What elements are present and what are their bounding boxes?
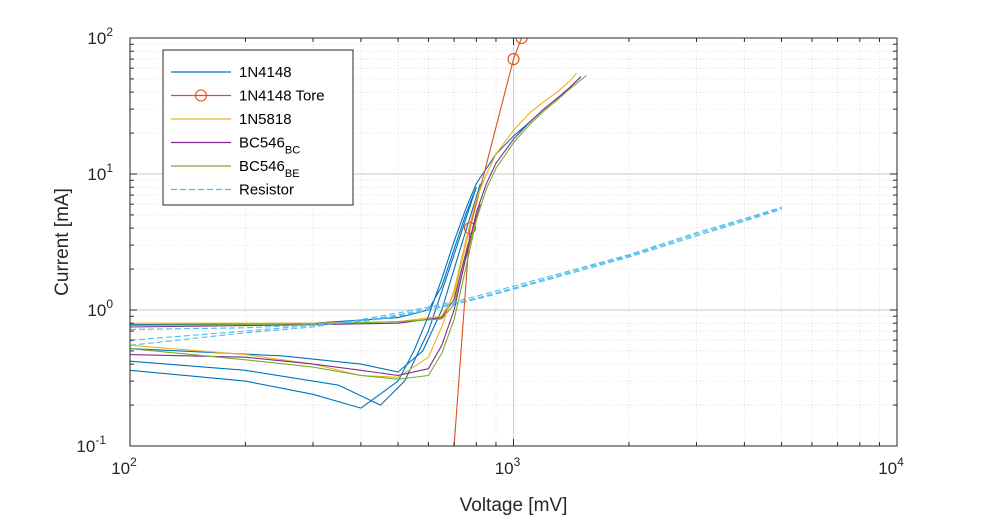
y-tick-base: 10 <box>87 301 106 320</box>
legend-label: Resistor <box>239 182 294 199</box>
y-tick-exponent: 1 <box>106 161 113 175</box>
y-tick-exponent: -1 <box>95 433 106 447</box>
y-tick-label: 10-1 <box>76 433 106 456</box>
series-marker <box>515 38 528 45</box>
legend-label-main: BC546 <box>239 158 285 175</box>
y-tick-label: 101 <box>87 161 113 184</box>
y-tick-label: 102 <box>87 25 113 48</box>
trace-line-2 <box>130 183 481 373</box>
legend-label-main: 1N5818 <box>239 111 292 128</box>
series-line-1n4148-tore <box>453 38 523 446</box>
x-tick-base: 10 <box>495 459 514 478</box>
legend-label: BC546BC <box>239 135 300 157</box>
y-tick-exponent: 2 <box>106 25 113 39</box>
y-axis-title: Current [mA] <box>52 188 73 296</box>
x-tick-exponent: 4 <box>897 455 904 469</box>
x-axis-title: Voltage [mV] <box>460 495 568 516</box>
y-tick-label: 100 <box>87 297 113 320</box>
x-tick-base: 10 <box>878 459 897 478</box>
trace-line-6 <box>130 208 782 330</box>
x-tick-label: 103 <box>495 455 521 478</box>
axis-ticks <box>129 37 898 447</box>
trace-line-3 <box>130 199 477 324</box>
legend-label: 1N4148 <box>239 64 292 81</box>
x-tick-label: 102 <box>111 455 137 478</box>
legend-marker <box>194 89 208 102</box>
legend-box <box>162 49 354 206</box>
y-tick-base: 10 <box>76 437 95 456</box>
legend-label-main: 1N4148 Tore <box>239 88 325 105</box>
x-tick-label: 104 <box>878 455 904 478</box>
trace-line-7 <box>130 206 782 346</box>
legend-label-main: BC546 <box>239 135 285 152</box>
legend-label-subscript: BE <box>285 168 300 180</box>
legend-label-subscript: BC <box>285 145 300 157</box>
legend-label: BC546BE <box>239 158 300 180</box>
series-line-resistor <box>130 207 782 341</box>
legend-label-main: 1N4148 <box>239 64 292 81</box>
legend-label: 1N4148 Tore <box>239 88 325 105</box>
series-line-bc546-be <box>130 75 587 380</box>
series-marker <box>507 53 520 66</box>
series-layer <box>130 38 782 446</box>
trace-line-1 <box>130 187 477 406</box>
y-tick-base: 10 <box>87 29 106 48</box>
x-tick-base: 10 <box>111 459 130 478</box>
legend-label: 1N5818 <box>239 111 292 128</box>
series-line-bc546-bc <box>130 76 582 377</box>
y-tick-base: 10 <box>87 165 106 184</box>
y-tick-exponent: 0 <box>106 297 113 311</box>
x-tick-exponent: 3 <box>514 455 521 469</box>
legend-label-main: Resistor <box>239 182 294 199</box>
x-tick-exponent: 2 <box>130 455 137 469</box>
x-tick-labels: 102 103 104 <box>111 455 904 478</box>
